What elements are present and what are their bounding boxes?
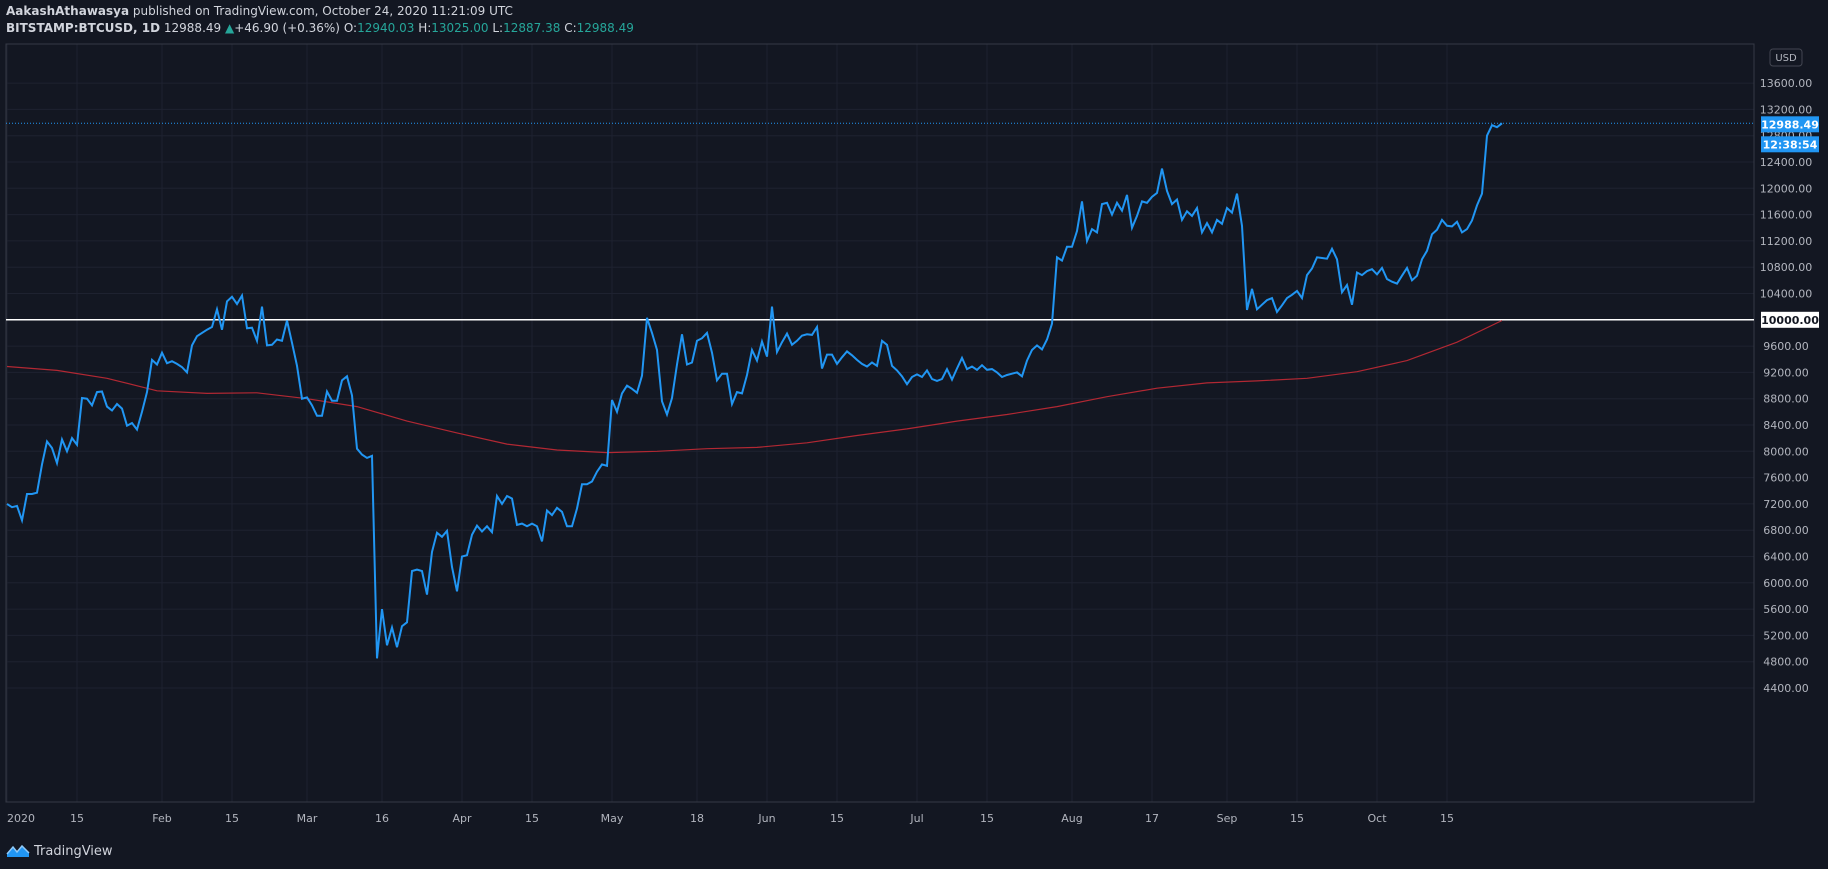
price-tick-label: 12000.00 <box>1760 182 1813 195</box>
price-tick-label: 10800.00 <box>1760 261 1813 274</box>
time-tick-label: Aug <box>1061 812 1082 825</box>
time-tick-label: Jun <box>757 812 775 825</box>
price-tick-label: 6000.00 <box>1763 577 1809 590</box>
time-tick-label: 15 <box>525 812 539 825</box>
price-tick-label: 13200.00 <box>1760 103 1813 116</box>
chart-grid <box>6 44 1754 802</box>
price-tick-label: 8400.00 <box>1763 419 1809 432</box>
change-value: +46.90 (+0.36%) <box>234 21 340 35</box>
footer-brand[interactable]: TradingView <box>6 841 113 861</box>
price-tick-label: 12400.00 <box>1760 156 1813 169</box>
symbol-label[interactable]: BITSTAMP:BTCUSD, 1D <box>6 21 161 35</box>
bar-countdown-label: 12:38:54 <box>1761 136 1819 153</box>
time-tick-label: 2020 <box>7 812 35 825</box>
close-label: C: <box>564 21 577 35</box>
hline-price-label-text: 10000.00 <box>1761 314 1819 327</box>
tradingview-logo-icon <box>6 844 30 857</box>
price-axis[interactable]: 13600.0013200.0012800.0012400.0012000.00… <box>1760 77 1813 695</box>
price-tick-label: 10400.00 <box>1760 288 1813 301</box>
price-tick-label: 6400.00 <box>1763 551 1809 564</box>
last-price: 12988.49 <box>163 21 222 35</box>
open-label: O: <box>343 21 358 35</box>
price-tick-label: 6800.00 <box>1763 524 1809 537</box>
publish-info: AakashAthawasya published on TradingView… <box>6 4 513 18</box>
price-tick-label: 5200.00 <box>1763 629 1809 642</box>
price-tick-label: 4400.00 <box>1763 682 1809 695</box>
time-tick-label: Apr <box>452 812 472 825</box>
time-tick-label: Jul <box>909 812 923 825</box>
close-value: 12988.49 <box>576 21 634 35</box>
time-axis[interactable]: 2020 15 Feb 15 Mar 16 Apr 15 May 18 Jun 15 Jul 15 Aug 1… <box>7 812 1454 825</box>
moving-average-line <box>6 319 1503 454</box>
time-tick-label: 15 <box>70 812 84 825</box>
low-label: L: <box>492 21 504 35</box>
time-tick-label: Feb <box>152 812 171 825</box>
ohlc-legend: BITSTAMP:BTCUSD, 1D 12988.49 ▲+46.90 (+0… <box>6 21 634 35</box>
currency-label: USD <box>1775 53 1797 64</box>
time-tick-label: 18 <box>690 812 704 825</box>
price-tick-label: 8800.00 <box>1763 393 1809 406</box>
price-tick-label: 5600.00 <box>1763 603 1809 616</box>
time-tick-label: 15 <box>1440 812 1454 825</box>
price-tick-label: 11600.00 <box>1760 209 1813 222</box>
price-tick-label: 9600.00 <box>1763 340 1809 353</box>
price-line <box>6 122 1503 659</box>
price-tick-label: 9200.00 <box>1763 366 1809 379</box>
time-tick-label: 15 <box>1290 812 1304 825</box>
high-value: 13025.00 <box>431 21 489 35</box>
price-tick-label: 11200.00 <box>1760 235 1813 248</box>
price-tick-label: 8000.00 <box>1763 445 1809 458</box>
hline-price-label: 10000.00 <box>1761 311 1819 328</box>
change-arrow-icon: ▲ <box>224 21 235 35</box>
bar-countdown-label-text: 12:38:54 <box>1763 138 1818 151</box>
time-tick-label: Mar <box>297 812 318 825</box>
price-tick-label: 13600.00 <box>1760 77 1813 90</box>
open-value: 12940.03 <box>357 21 415 35</box>
last-price-label-text: 12988.49 <box>1761 118 1819 131</box>
brand-name: TradingView <box>34 843 113 859</box>
currency-badge[interactable]: USD <box>1769 48 1803 67</box>
price-tick-label: 7200.00 <box>1763 498 1809 511</box>
low-value: 12887.38 <box>503 21 561 35</box>
time-tick-label: Sep <box>1217 812 1238 825</box>
last-price-label: 12988.49 <box>1761 116 1819 133</box>
time-tick-label: Oct <box>1367 812 1387 825</box>
high-label: H: <box>418 21 432 35</box>
author-name[interactable]: AakashAthawasya <box>6 4 130 18</box>
price-tick-label: 7600.00 <box>1763 472 1809 485</box>
time-tick-label: 17 <box>1145 812 1159 825</box>
time-tick-label: 15 <box>225 812 239 825</box>
published-text: published on TradingView.com, October 24… <box>132 4 513 18</box>
time-tick-label: May <box>601 812 624 825</box>
time-tick-label: 15 <box>830 812 844 825</box>
time-tick-label: 16 <box>375 812 389 825</box>
time-tick-label: 15 <box>980 812 994 825</box>
price-tick-label: 4800.00 <box>1763 656 1809 669</box>
